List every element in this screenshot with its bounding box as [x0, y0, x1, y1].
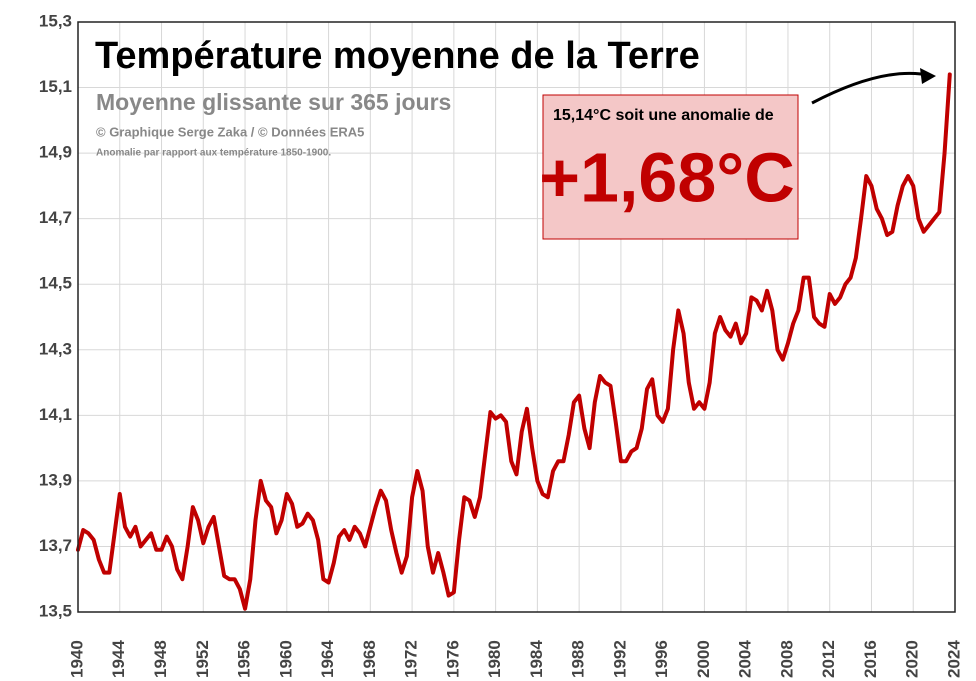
note: Anomalie par rapport aux température 185…	[96, 148, 331, 159]
x-tick-label: 1948	[151, 640, 170, 678]
x-tick-label: 1996	[652, 640, 671, 678]
y-tick-label: 14,5	[39, 274, 72, 293]
grid	[77, 21, 956, 613]
x-tick-label: 1968	[360, 640, 379, 678]
x-tick-label: 1952	[193, 640, 212, 678]
annotation-highlight: +1,68°C	[539, 138, 795, 216]
y-tick-label: 13,7	[39, 536, 72, 555]
chart-title: Température moyenne de la Terre	[95, 35, 700, 77]
annotation-text: 15,14°C soit une anomalie de	[553, 107, 774, 124]
y-tick-label: 14,9	[39, 143, 72, 162]
plot-frame	[77, 21, 956, 613]
x-tick-label: 1940	[67, 640, 86, 678]
y-tick-label: 14,3	[39, 339, 72, 358]
x-tick-label: 1984	[527, 640, 546, 678]
plot	[76, 72, 952, 611]
y-tick-label: 15,3	[39, 11, 72, 30]
x-tick-label: 1964	[318, 640, 337, 678]
credits: © Graphique Serge Zaka / © Données ERA5	[96, 124, 364, 139]
x-tick-label: 2000	[694, 640, 713, 678]
y-tick-label: 13,5	[39, 601, 72, 620]
x-tick-label: 1956	[235, 640, 254, 678]
x-tick-label: 1980	[485, 640, 504, 678]
x-tick-label: 1988	[569, 640, 588, 678]
x-tick-label: 2012	[819, 640, 838, 678]
chart-subtitle: Moyenne glissante sur 365 jours	[96, 89, 451, 115]
x-tick-label: 1960	[276, 640, 295, 678]
annotation-box	[542, 94, 799, 240]
arrow-head	[920, 68, 936, 84]
x-tick-label: 1976	[443, 640, 462, 678]
y-tick-label: 13,9	[39, 470, 72, 489]
x-tick-label: 2024	[944, 640, 963, 678]
y-tick-label: 15,1	[39, 77, 72, 96]
x-tick-label: 2020	[903, 640, 922, 678]
data-line	[76, 72, 952, 611]
y-tick-label: 14,1	[39, 405, 72, 424]
x-tick-label: 1972	[402, 640, 421, 678]
y-tick-label: 14,7	[39, 208, 72, 227]
x-tick-label: 2004	[736, 640, 755, 678]
x-tick-label: 2008	[777, 640, 796, 678]
x-tick-label: 2016	[861, 640, 880, 678]
x-tick-label: 1944	[109, 640, 128, 678]
x-tick-label: 1992	[610, 640, 629, 678]
